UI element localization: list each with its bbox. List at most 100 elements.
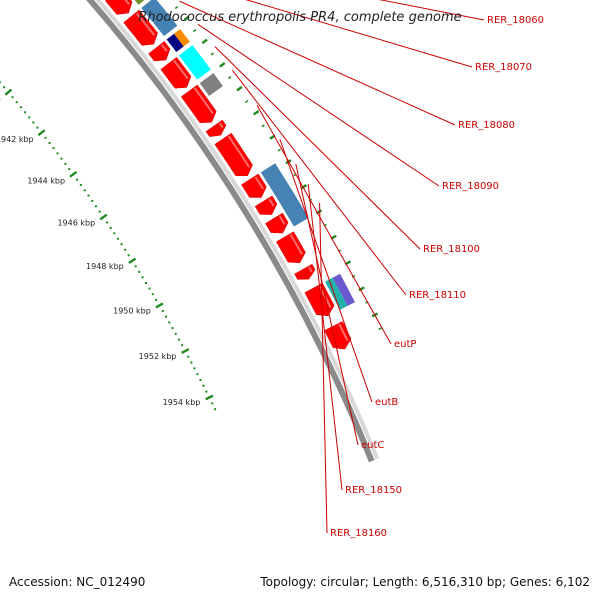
scale-dot [94,205,97,208]
scale-dot [91,199,94,202]
gene-label-leader [295,163,359,446]
cog-bar [179,45,211,80]
gene-arrow-highlight [160,43,168,52]
gene-label: RER_18110 [409,290,466,301]
scale-dot [190,361,193,364]
gene-label: RER_18150 [345,485,402,496]
gene-arrow [123,9,158,46]
outer-scale-tick [210,52,215,56]
gene-arrow [254,195,278,215]
scale-dot [205,390,208,393]
gene-arrow-highlight [173,59,189,80]
outer-scale-tick [277,148,281,152]
gene-arrow [214,132,253,177]
scale-dot [87,194,90,197]
gene-arrow-highlight [308,266,313,273]
gene-label-leader [245,0,473,68]
outer-scale-tick [244,99,249,104]
scale-dot [116,237,119,240]
scale-major-tick [99,213,108,221]
scale-dot [44,136,47,139]
outer-scale-tick [219,62,226,68]
gene-arrow-highlight [227,135,250,168]
scale-dot [15,101,18,104]
scale-tick-label: 1948 kbp [86,262,124,271]
gene-arrow-highlight [135,12,156,37]
gene-label: RER_18160 [330,528,387,539]
gene-label-leader [378,0,485,21]
scale-major-tick [69,171,78,178]
scale-tick-label: 1942 kbp [0,135,34,144]
gene-arrow [294,263,316,280]
genome-summary-text: Topology: circular; Length: 6,516,310 bp… [260,575,590,589]
gene-label-leader [197,23,440,187]
scale-dot [155,298,158,301]
cog-bar [134,0,145,5]
scale-dot [214,408,217,411]
outer-scale-tick [358,286,365,292]
gene-arrow [241,173,267,198]
outer-scale-tick [174,6,179,10]
scale-dot [52,147,55,150]
scale-dot [141,276,144,279]
gene-arrow [160,56,192,89]
scale-dot [113,232,116,235]
scale-dot [56,152,59,155]
scale-dot [202,384,205,387]
gene-label: eutP [394,339,416,350]
cog-bar [260,163,309,227]
scale-dot [98,210,101,213]
scale-dot [48,142,51,145]
scale-tick-label: 1944 kbp [27,176,65,185]
cog-bar [332,273,355,306]
outer-scale-tick [300,184,308,190]
gene-label-leader [307,183,343,491]
scale-dot [36,126,39,129]
scale-tick-label: 1954 kbp [163,398,201,407]
gene-label-leader [231,69,407,296]
scale-dot [19,106,22,109]
scale-dot [11,96,14,99]
gene-arrow-highlight [278,215,286,225]
scale-dot [68,168,71,171]
scale-dot [0,81,1,84]
cog-bar [141,0,178,37]
scale-dot [151,293,154,296]
cog-bar [166,33,184,53]
gene-label: RER_18100 [423,244,480,255]
scale-dot [24,111,27,114]
gene-arrow-highlight [254,176,264,190]
outer-scale-tick [236,85,243,92]
scale-major-tick [128,257,137,264]
scale-dot [28,116,31,119]
scale-tick-label: 1950 kbp [113,307,151,316]
map-title: Rhodococcus erythropolis PR4, complete g… [138,10,462,25]
scale-dot [109,226,112,229]
gene-label: RER_18060 [487,15,544,26]
backbone-ring-inner [95,0,380,460]
gene-label-leader [256,104,392,345]
scale-dot [76,178,79,181]
gene-label-leader [179,0,456,126]
gene-label: eutB [375,397,398,408]
scale-dot [3,86,6,89]
scale-major-tick [205,394,214,401]
outer-scale-tick [183,15,190,21]
gene-label-leader [279,139,373,403]
gene-arrow [104,0,133,15]
scale-dot [177,338,180,341]
scale-dot [79,183,82,186]
scale-tick-label: 1940 kbp [0,95,1,104]
scale-dot [83,189,86,192]
accession-text: Accession: NC_012490 [9,575,146,589]
outer-scale-tick [261,124,265,128]
gene-arrow-highlight [289,233,303,255]
scale-tick-label: 1952 kbp [139,352,177,361]
gene-label: eutC [361,440,384,451]
outer-scale-tick [228,76,232,80]
scale-dot [196,373,199,376]
scale-major-tick [155,302,164,309]
scale-dot [124,248,127,251]
scale-dot [181,344,184,347]
gene-arrow-highlight [338,323,349,342]
